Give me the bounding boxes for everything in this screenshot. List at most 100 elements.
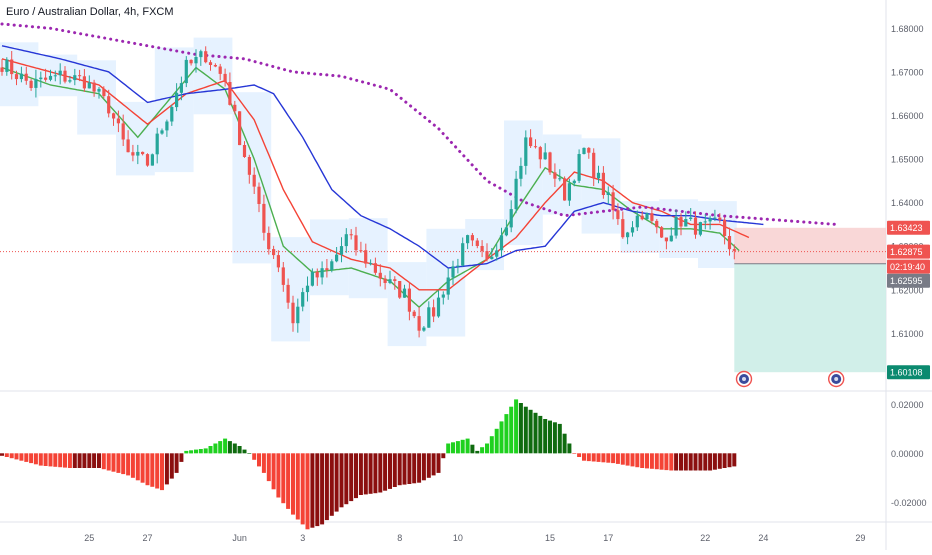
event-flag-icon[interactable] bbox=[735, 370, 753, 388]
candle-body bbox=[145, 154, 150, 166]
histogram-bar bbox=[101, 453, 106, 470]
candle-body bbox=[131, 152, 135, 156]
take-profit-zone bbox=[734, 263, 886, 373]
candle-body bbox=[674, 217, 678, 236]
time-tick-label: 3 bbox=[300, 533, 305, 543]
candle-body bbox=[252, 174, 256, 187]
histogram-bar bbox=[237, 446, 242, 454]
candlesticks bbox=[0, 46, 736, 338]
histogram-bar bbox=[9, 453, 14, 459]
histogram-bar bbox=[223, 438, 228, 454]
histogram-bar bbox=[645, 453, 649, 469]
histogram-bar bbox=[363, 453, 368, 495]
histogram-bar bbox=[533, 412, 538, 454]
histogram-bar bbox=[320, 453, 325, 525]
candle-body bbox=[538, 147, 542, 160]
histogram-bar bbox=[421, 453, 426, 481]
histogram-bar bbox=[528, 409, 533, 454]
histogram-bar bbox=[688, 453, 693, 471]
histogram-bar bbox=[727, 453, 732, 468]
histogram-bar bbox=[145, 453, 150, 486]
price-tick-label: 1.67000 bbox=[891, 67, 924, 77]
histogram-bar bbox=[480, 447, 485, 454]
candle-body bbox=[5, 59, 9, 72]
histogram-bar bbox=[640, 453, 645, 468]
time-tick-label: 24 bbox=[758, 533, 768, 543]
candle-body bbox=[412, 311, 416, 317]
candle-body bbox=[19, 73, 23, 80]
candle-body bbox=[68, 80, 72, 82]
histogram-bar bbox=[160, 453, 164, 491]
histogram-bar bbox=[358, 453, 363, 495]
histogram-bar bbox=[247, 453, 252, 454]
histogram-bar bbox=[392, 453, 397, 487]
histogram-bar bbox=[92, 453, 97, 468]
candle-body bbox=[383, 278, 387, 283]
candle-body bbox=[330, 261, 334, 270]
histogram-bar bbox=[242, 449, 247, 454]
histogram-bar bbox=[412, 453, 417, 484]
time-tick-label: 29 bbox=[855, 533, 865, 543]
candle-body bbox=[92, 82, 96, 92]
histogram-bar bbox=[373, 453, 378, 494]
candle-body bbox=[141, 151, 145, 155]
candle-body bbox=[504, 227, 508, 236]
candle-body bbox=[441, 294, 445, 298]
symbol-title: Euro / Australian Dollar, 4h, FXCM bbox=[6, 6, 174, 18]
histogram-bar bbox=[722, 453, 727, 468]
histogram-bar bbox=[334, 453, 339, 512]
histogram-bar bbox=[552, 422, 557, 454]
histogram-bar bbox=[174, 453, 179, 473]
candle-body bbox=[582, 147, 586, 154]
histogram-bar bbox=[169, 453, 174, 479]
event-flag-icon[interactable] bbox=[828, 370, 845, 388]
candle-body bbox=[558, 178, 562, 180]
candle-body bbox=[689, 217, 693, 219]
price-tick-label: 1.61000 bbox=[891, 329, 924, 339]
candle-body bbox=[693, 217, 698, 235]
histogram-bar bbox=[659, 453, 664, 470]
histogram-bar bbox=[300, 453, 305, 525]
candle-body bbox=[359, 250, 363, 252]
candle-body bbox=[335, 254, 339, 262]
histogram-bar bbox=[135, 453, 140, 481]
candle-body bbox=[354, 235, 358, 251]
candle-body bbox=[78, 75, 82, 77]
histogram-bar bbox=[281, 453, 286, 504]
histogram-bar bbox=[218, 441, 223, 454]
candle-body bbox=[87, 82, 91, 89]
candle-body bbox=[364, 250, 368, 264]
event-markers[interactable] bbox=[735, 370, 845, 388]
candle-body bbox=[388, 279, 392, 283]
candle-body bbox=[291, 302, 295, 324]
histogram-bar bbox=[572, 453, 577, 454]
histogram-bar bbox=[227, 441, 232, 454]
histogram-bar bbox=[649, 453, 654, 469]
price-tick-label: 1.62000 bbox=[891, 285, 924, 295]
candle-body bbox=[272, 249, 276, 256]
histogram-bar bbox=[683, 453, 688, 471]
candle-body bbox=[495, 250, 499, 257]
histogram-bar bbox=[14, 453, 19, 460]
histogram-bar bbox=[446, 443, 451, 454]
candle-body bbox=[601, 172, 605, 195]
price-tick-label: 1.65000 bbox=[891, 155, 924, 165]
histogram-bar bbox=[67, 453, 72, 468]
histogram-bar bbox=[489, 436, 494, 454]
time-tick-label: 25 bbox=[84, 533, 94, 543]
histogram-bar bbox=[591, 453, 596, 462]
candle-body bbox=[567, 183, 571, 201]
histogram-bar bbox=[475, 450, 480, 454]
histogram-bar bbox=[349, 453, 354, 502]
candle-body bbox=[563, 178, 567, 201]
histogram-bar bbox=[97, 453, 101, 468]
band-block bbox=[698, 201, 737, 268]
time-tick-label: 17 bbox=[603, 533, 613, 543]
price-label-text: 02:19:40 bbox=[890, 262, 925, 272]
ma-line-ma-fast bbox=[1, 66, 740, 309]
histogram-bar bbox=[674, 453, 679, 471]
price-tick-label: 1.68000 bbox=[891, 24, 924, 34]
candle-body bbox=[160, 130, 164, 134]
candle-body bbox=[626, 232, 630, 238]
